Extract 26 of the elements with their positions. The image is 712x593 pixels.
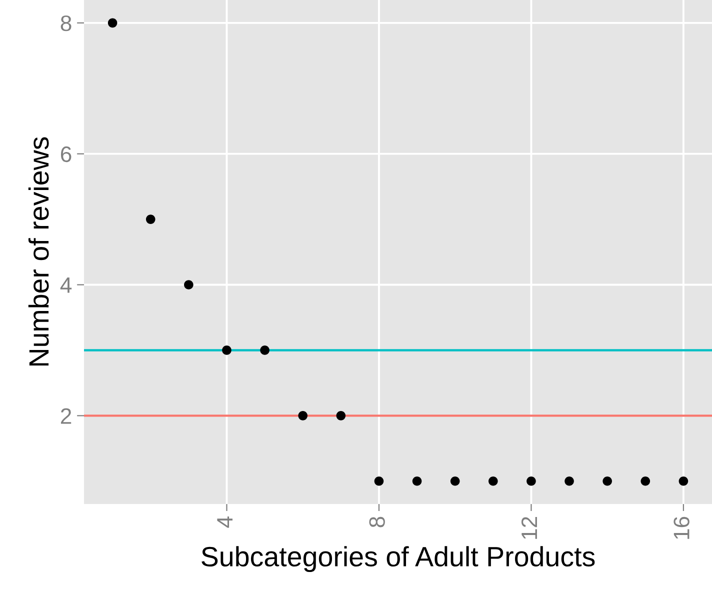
point bbox=[526, 476, 536, 486]
point bbox=[640, 476, 650, 486]
point bbox=[146, 214, 156, 224]
point bbox=[336, 411, 346, 420]
point bbox=[488, 476, 498, 486]
point bbox=[298, 411, 308, 420]
point bbox=[412, 476, 422, 486]
x-axis-title: Subcategories of Adult Products bbox=[202, 546, 595, 572]
x-tick-label: 16 bbox=[674, 516, 690, 539]
point bbox=[450, 476, 460, 486]
y-axis-title: Number of reviews bbox=[28, 137, 49, 366]
y-tick-label: 4 bbox=[60, 278, 72, 293]
point bbox=[678, 476, 688, 486]
point bbox=[260, 346, 270, 355]
point bbox=[374, 476, 384, 486]
point bbox=[222, 346, 232, 355]
point bbox=[564, 476, 574, 486]
point bbox=[184, 280, 194, 290]
x-tick-label: 12 bbox=[521, 516, 537, 539]
y-tick-label: 2 bbox=[60, 408, 72, 424]
point bbox=[108, 18, 118, 28]
x-tick-label: 4 bbox=[217, 516, 232, 528]
y-tick-label: 8 bbox=[60, 15, 72, 32]
y-tick-label: 6 bbox=[60, 146, 72, 162]
x-tick-label: 8 bbox=[369, 516, 385, 528]
point bbox=[602, 476, 612, 486]
